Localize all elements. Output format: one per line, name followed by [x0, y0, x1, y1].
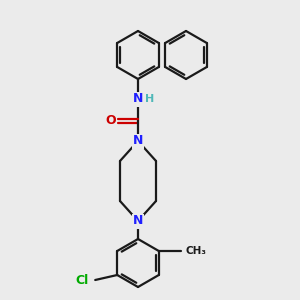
Text: N: N: [133, 92, 143, 106]
Text: CH₃: CH₃: [186, 246, 207, 256]
Text: H: H: [146, 94, 154, 104]
Text: O: O: [106, 115, 116, 128]
Text: N: N: [133, 134, 143, 148]
Text: Cl: Cl: [75, 274, 88, 286]
Text: N: N: [133, 214, 143, 227]
